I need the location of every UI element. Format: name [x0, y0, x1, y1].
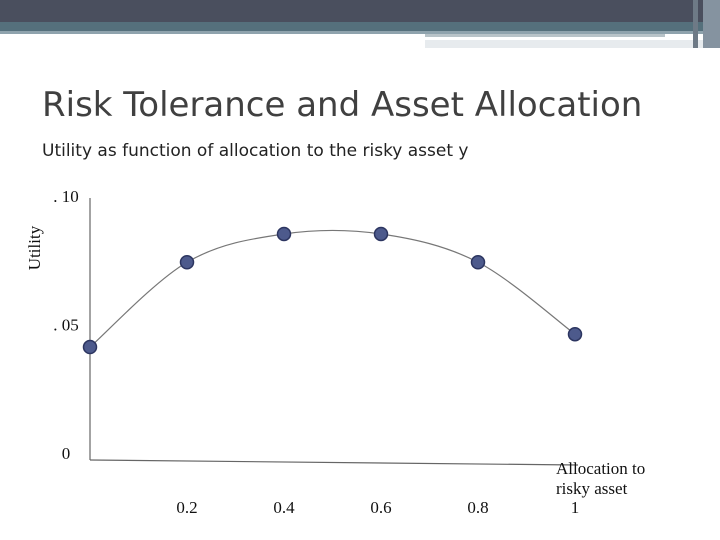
- header-accent: [425, 34, 665, 37]
- header-bar: [0, 0, 720, 22]
- header-tab: [703, 0, 720, 48]
- header-accent-light: [425, 40, 720, 48]
- data-point: [82, 339, 98, 355]
- y-tick-label: 0: [62, 444, 71, 463]
- y-axis-label: Utility: [25, 225, 44, 270]
- header-tab: [693, 0, 698, 48]
- chart-title: Risk Tolerance and Asset Allocation: [42, 85, 642, 125]
- y-tick-label: . 05: [53, 315, 79, 334]
- x-tick-label: 0.4: [273, 498, 295, 517]
- x-axis-label: Allocation to risky asset: [556, 459, 646, 498]
- data-point: [470, 255, 486, 270]
- x-tick-label: 1: [571, 498, 580, 517]
- data-point: [373, 226, 389, 242]
- header-stripe: [0, 22, 720, 31]
- data-point: [276, 226, 292, 242]
- utility-curve: [89, 229, 576, 348]
- data-point: [567, 326, 583, 342]
- x-axis-label-box: Allocation to risky asset: [556, 459, 646, 498]
- data-point: [179, 255, 195, 270]
- x-tick-label: 0.2: [176, 498, 197, 517]
- x-tick-label: 0.6: [370, 498, 391, 517]
- x-axis: [89, 459, 579, 466]
- header-line: [0, 31, 720, 34]
- x-tick-label: 0.8: [467, 498, 488, 517]
- y-tick-label: . 10: [53, 187, 79, 206]
- chart-subtitle: Utility as function of allocation to the…: [42, 141, 469, 161]
